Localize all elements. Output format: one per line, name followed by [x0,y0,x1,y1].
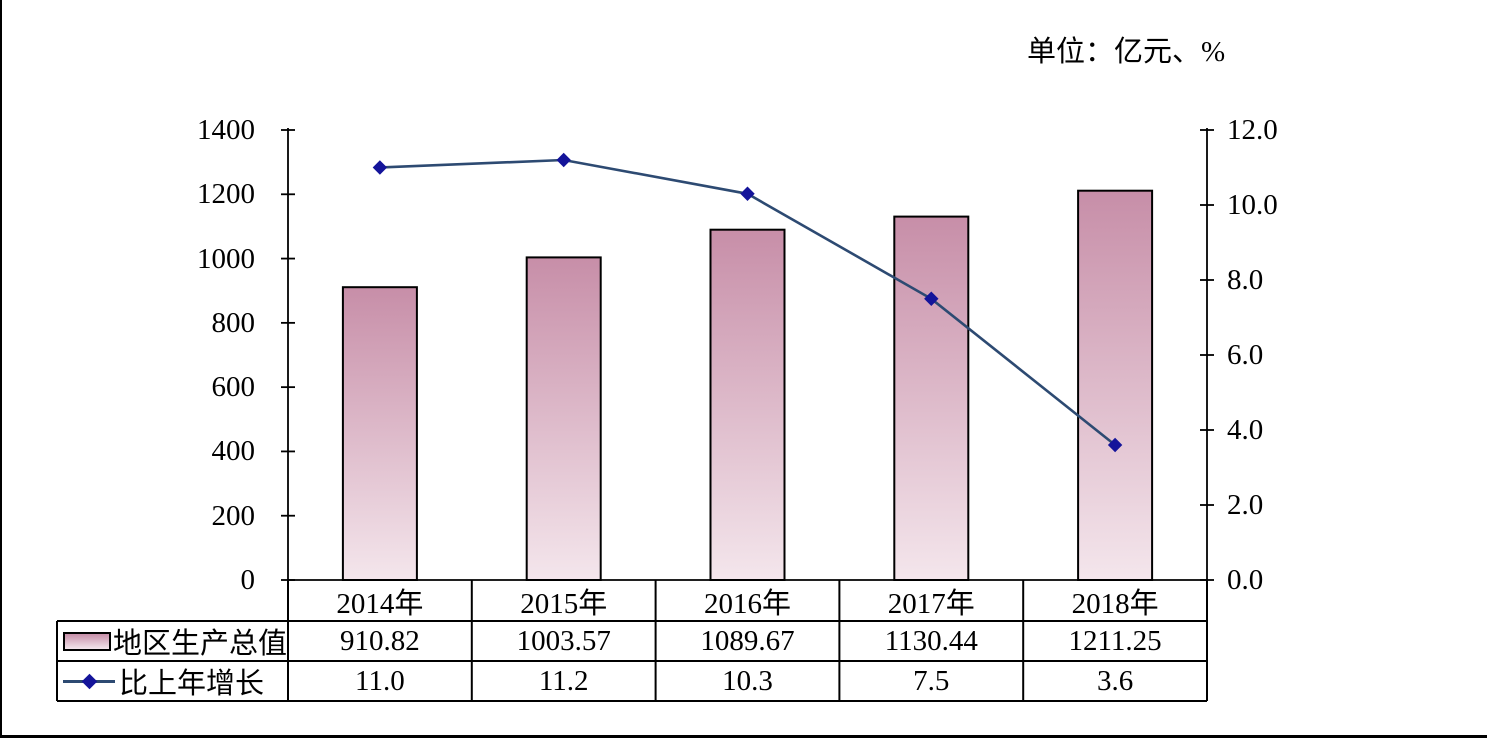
value-cell: 7.5 [913,664,950,697]
legend-diamond [81,673,98,690]
legend-label: 地区生产总值 [113,628,288,660]
y-left-tick-label: 1200 [197,178,255,211]
legend-label: 比上年增长 [119,668,265,700]
category-cell: 2017年 [887,587,975,620]
y-right-tick-label: 10.0 [1227,189,1278,221]
y-right-tick-label: 4.0 [1227,414,1264,446]
value-cell: 1003.57 [516,624,611,657]
bar-2015年 [525,256,602,581]
bar-2018年 [1077,189,1154,581]
y-right-tick-label: 8.0 [1227,264,1264,296]
value-cell: 11.2 [538,664,589,697]
legend-cell: 比上年增长 [57,661,288,701]
bar-2014年 [341,286,418,581]
growth-marker-2016年 [740,186,755,201]
y-left-tick-label: 1400 [197,114,255,146]
y-left-tick-label: 1000 [197,242,255,275]
category-cell: 2016年 [703,587,791,620]
category-cell: 2015年 [520,587,608,620]
line-marker-icon [63,673,115,690]
unit-label: 单位：亿元、% [1027,36,1226,68]
growth-marker-2014年 [372,160,388,175]
value-cell: 1089.67 [700,624,795,657]
y-right-tick-label: 6.0 [1227,339,1264,371]
value-cell: 1211.25 [1068,624,1162,657]
y-left-tick-label: 800 [211,306,256,339]
bar-swatch-icon [63,631,111,651]
value-cell: 3.6 [1096,664,1134,697]
value-cell: 1130.44 [884,624,978,657]
y-left-tick-label: 600 [211,371,256,404]
bar-2017年 [893,215,970,581]
category-cell: 2014年 [336,587,424,620]
bar-2016年 [709,228,786,581]
category-cell: 2018年 [1071,587,1159,620]
growth-marker-2017年 [924,291,939,306]
y-right-tick-label: 2.0 [1227,489,1264,521]
growth-marker-2018年 [1107,437,1123,453]
value-cell: 11.0 [355,664,405,697]
growth-marker-2015年 [556,152,571,168]
y-left-tick-label: 0 [240,564,256,596]
y-left-tick-label: 200 [211,499,256,532]
legend-cell: 地区生产总值 [57,621,288,661]
y-right-tick-label: 12.0 [1227,114,1278,146]
y-right-tick-label: 0.0 [1227,564,1264,596]
y-left-tick-label: 400 [211,435,256,468]
value-cell: 910.82 [340,624,420,657]
value-cell: 10.3 [722,664,773,697]
